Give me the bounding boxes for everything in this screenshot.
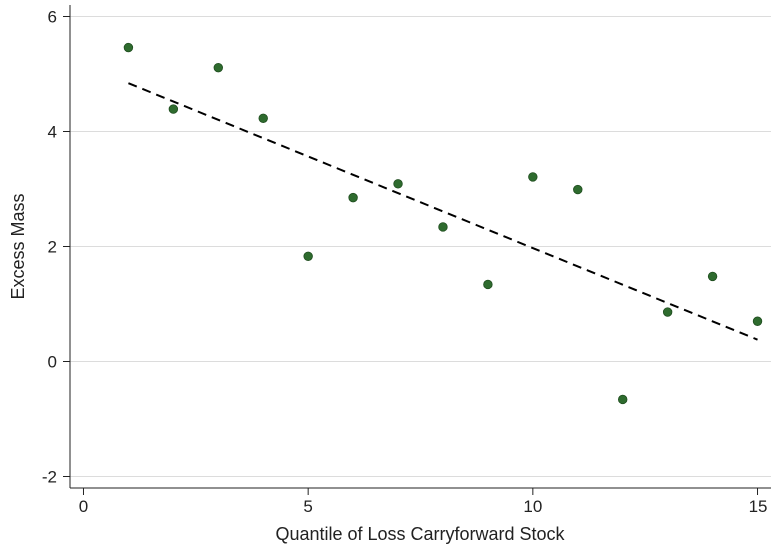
gridlines [70,16,771,477]
data-point [123,42,134,53]
scatter-points [123,42,763,405]
fitted-trend-line [128,82,758,341]
x-tick-label: 10 [523,497,542,516]
data-point [662,307,673,317]
y-tick-label: 0 [48,353,57,372]
x-tick-label: 15 [749,497,768,516]
data-point [348,192,358,203]
y-axis-title: Excess Mass [8,193,28,299]
x-tick-label: 5 [303,497,312,516]
data-point [168,104,179,114]
data-point [618,394,628,405]
data-point [213,62,223,73]
y-tick-label: 6 [48,8,57,27]
y-tick-label: 4 [48,123,57,142]
data-point [573,184,583,195]
fit-line-group [128,82,758,341]
axes: -2 0 2 4 6 0 5 10 15 [42,5,771,516]
data-point [707,271,718,282]
x-tick-label: 0 [79,497,88,516]
data-point [752,316,763,326]
data-point [258,113,268,123]
y-tick-label: -2 [42,468,57,487]
x-axis-title: Quantile of Loss Carryforward Stock [275,524,565,544]
data-point [483,279,493,290]
data-point [303,251,313,261]
y-tick-label: 2 [48,238,57,257]
data-point [393,179,403,189]
data-point [528,172,538,182]
data-point [438,222,448,232]
